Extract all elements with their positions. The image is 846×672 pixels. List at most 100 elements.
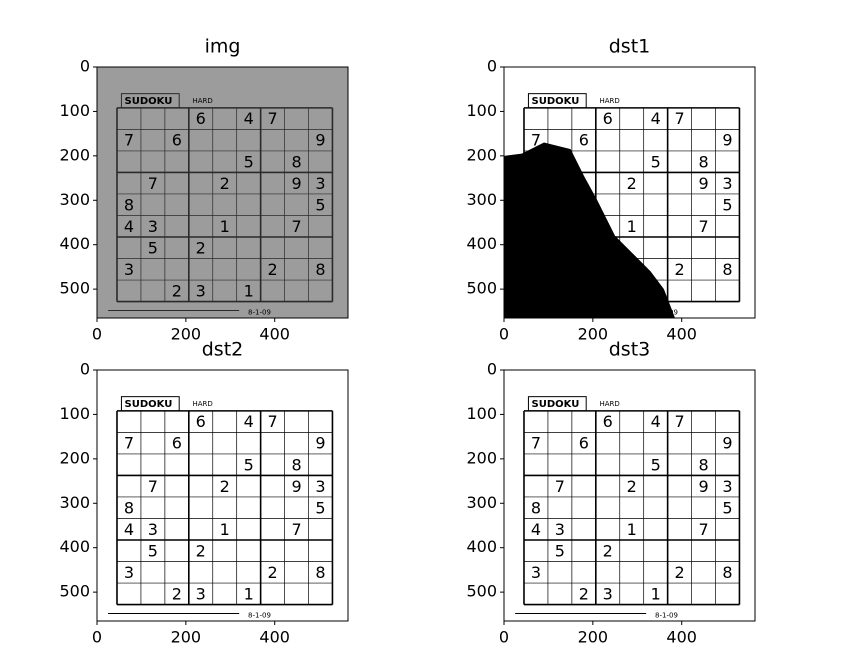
cell-digit: 9 [722, 131, 732, 150]
y-tick-label: 300 [466, 190, 497, 209]
image-background [504, 370, 755, 621]
cell-digit: 7 [148, 174, 158, 193]
cell-digit: 9 [315, 131, 325, 150]
cell-digit: 7 [291, 520, 301, 539]
header-label: SUDOKU [532, 399, 580, 410]
cell-digit: 8 [315, 563, 325, 582]
cell-digit: 5 [148, 238, 158, 257]
footer-date: 8-1-09 [248, 612, 271, 620]
x-tick-label: 400 [666, 628, 697, 647]
y-tick-label: 100 [466, 404, 497, 423]
cell-digit: 3 [124, 260, 134, 279]
axes-frame [503, 369, 756, 622]
cell-digit: 9 [698, 477, 708, 496]
cell-digit: 5 [148, 541, 158, 560]
cell-digit: 3 [196, 584, 206, 603]
cell-digit: 6 [172, 434, 182, 453]
cell-digit: 3 [603, 584, 613, 603]
x-tick-label: 0 [92, 325, 102, 344]
cell-digit: 4 [124, 520, 134, 539]
y-tick-label: 500 [466, 582, 497, 601]
footer-date: 8-1-09 [248, 309, 271, 317]
cell-digit: 2 [172, 584, 182, 603]
cell-digit: 8 [124, 498, 134, 517]
cell-digit: 9 [291, 477, 301, 496]
x-tick-label: 0 [499, 325, 509, 344]
y-tick-label: 0 [487, 57, 497, 76]
cell-digit: 6 [172, 131, 182, 150]
cell-digit: 5 [722, 195, 732, 214]
x-tick-label: 200 [578, 325, 609, 344]
y-tick-label: 200 [466, 145, 497, 164]
cell-digit: 7 [698, 520, 708, 539]
cell-digit: 3 [315, 174, 325, 193]
cell-digit: 1 [244, 584, 254, 603]
cell-digit: 3 [555, 520, 565, 539]
cell-digit: 7 [698, 217, 708, 236]
axes-frame [96, 66, 349, 319]
cell-digit: 2 [627, 174, 637, 193]
header-level: HARD [193, 400, 213, 408]
header-level: HARD [193, 97, 213, 105]
x-tick-label: 400 [666, 325, 697, 344]
cell-digit: 2 [220, 477, 230, 496]
y-tick-label: 400 [59, 537, 90, 556]
cell-digit: 2 [268, 563, 278, 582]
cell-digit: 9 [698, 174, 708, 193]
cell-digit: 4 [651, 109, 661, 128]
cell-digit: 9 [291, 174, 301, 193]
y-tick-label: 500 [466, 279, 497, 298]
cell-digit: 2 [172, 281, 182, 300]
cell-digit: 7 [268, 412, 278, 431]
cell-digit: 8 [698, 455, 708, 474]
cell-digit: 2 [675, 563, 685, 582]
axes-frame [503, 66, 756, 319]
cell-digit: 3 [148, 520, 158, 539]
cell-digit: 2 [675, 260, 685, 279]
cell-digit: 1 [220, 520, 230, 539]
axes-title: dst3 [609, 339, 651, 361]
cell-digit: 7 [291, 217, 301, 236]
footer-date: 8-1-09 [655, 612, 678, 620]
header-label: SUDOKU [125, 399, 173, 410]
cell-digit: 3 [531, 563, 541, 582]
y-tick-label: 0 [487, 360, 497, 379]
cell-digit: 7 [555, 477, 565, 496]
cell-digit: 7 [268, 109, 278, 128]
cell-digit: 7 [124, 434, 134, 453]
x-tick-label: 200 [578, 628, 609, 647]
cell-digit: 4 [531, 520, 541, 539]
y-tick-label: 100 [59, 101, 90, 120]
x-tick-label: 400 [259, 628, 290, 647]
cell-digit: 9 [722, 434, 732, 453]
cell-digit: 8 [722, 260, 732, 279]
axes-title: img [205, 36, 241, 58]
cell-digit: 8 [698, 152, 708, 171]
axes-title: dst1 [609, 36, 651, 58]
cell-digit: 6 [579, 131, 589, 150]
cell-digit: 8 [722, 563, 732, 582]
x-tick-label: 0 [92, 628, 102, 647]
cell-digit: 8 [531, 498, 541, 517]
cell-digit: 4 [124, 217, 134, 236]
cell-digit: 1 [244, 281, 254, 300]
cell-digit: 5 [244, 455, 254, 474]
cell-digit: 6 [579, 434, 589, 453]
x-tick-label: 200 [171, 628, 202, 647]
cell-digit: 5 [651, 455, 661, 474]
y-tick-label: 300 [466, 493, 497, 512]
y-tick-label: 0 [80, 360, 90, 379]
cell-digit: 2 [220, 174, 230, 193]
x-tick-label: 200 [171, 325, 202, 344]
header-level: HARD [600, 400, 620, 408]
cell-digit: 2 [196, 238, 206, 257]
y-tick-label: 200 [59, 145, 90, 164]
y-tick-label: 100 [59, 404, 90, 423]
header-level: HARD [600, 97, 620, 105]
cell-digit: 3 [722, 174, 732, 193]
